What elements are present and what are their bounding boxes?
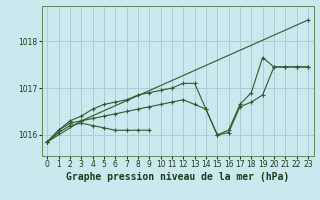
X-axis label: Graphe pression niveau de la mer (hPa): Graphe pression niveau de la mer (hPa): [66, 172, 289, 182]
